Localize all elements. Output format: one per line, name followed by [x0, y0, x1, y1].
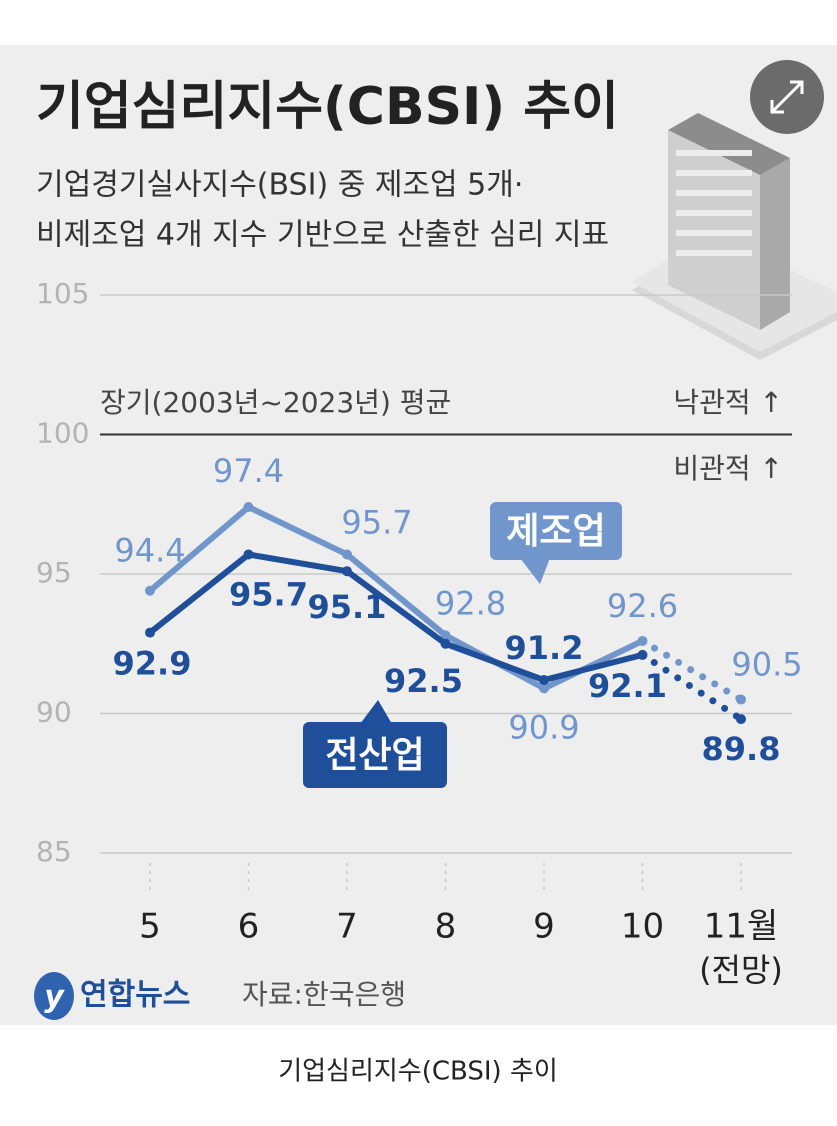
- point: [243, 502, 254, 513]
- y-tick-label: 105: [36, 277, 89, 310]
- legend-pointer: [360, 700, 392, 724]
- legend-item: 전산업: [303, 700, 447, 788]
- logo: 연합뉴스: [80, 978, 190, 1013]
- value-label: 90.5: [731, 646, 802, 684]
- x-tick-label: 10: [621, 907, 664, 947]
- value-label: 95.1: [308, 588, 387, 626]
- point: [637, 635, 648, 646]
- value-label: 95.7: [229, 575, 308, 613]
- point: [637, 649, 648, 660]
- x-tick-note: (전망): [699, 951, 783, 989]
- chart-title: 기업심리지수(CBSI) 추이: [36, 77, 619, 137]
- x-tick-label: 7: [336, 907, 358, 947]
- value-label: 91.2: [505, 629, 584, 667]
- y-tick-label: 95: [36, 556, 72, 589]
- value-label: 92.8: [435, 584, 506, 622]
- caption: 기업심리지수(CBSI) 추이: [278, 1057, 558, 1087]
- optimistic-label: 낙관적 ↑: [673, 386, 783, 419]
- point: [145, 585, 155, 596]
- x-tick-label: 5: [139, 907, 161, 947]
- source: 자료:한국은행: [242, 978, 406, 1011]
- y-tick-label: 85: [36, 835, 72, 868]
- legend-pointer: [520, 558, 550, 584]
- y-tick-label: 100: [36, 417, 89, 450]
- pessimistic-label: 비관적 ↑: [673, 452, 783, 485]
- point: [736, 694, 746, 705]
- value-label: 92.6: [607, 587, 678, 625]
- x-tick-label: 9: [533, 907, 555, 947]
- series-line: [148, 551, 644, 684]
- series: 94.4 97.4 95.7 92.8 90.9 92.6 90.5: [114, 452, 802, 746]
- value-label: 95.7: [341, 503, 412, 541]
- value-label: 97.4: [213, 452, 284, 490]
- point: [539, 683, 549, 694]
- legend-box: [303, 722, 447, 788]
- series-line: [148, 504, 644, 692]
- value-label: 92.1: [588, 667, 667, 705]
- legend-label: 전산업: [325, 735, 424, 776]
- subtitle: 비제조업 4개 지수 기반으로 산출한 심리 지표: [36, 218, 609, 253]
- building-illustration: [632, 113, 837, 360]
- subtitle: 기업경기실사지수(BSI) 중 제조업 5개·: [36, 168, 523, 203]
- point: [145, 627, 155, 638]
- legend-label: 제조업: [506, 511, 605, 552]
- point: [243, 549, 254, 560]
- x-tick-label: 6: [238, 907, 260, 947]
- y-tick-label: 90: [36, 696, 72, 729]
- x-tick-label: 8: [435, 907, 457, 947]
- svg-text:y: y: [44, 980, 65, 1015]
- point: [736, 714, 746, 725]
- series: 92.9 95.7 95.1 92.5 91.292.1 89.8: [113, 549, 781, 768]
- logo-icon: y: [34, 972, 74, 1020]
- point: [440, 638, 451, 649]
- expand-button[interactable]: [750, 60, 824, 134]
- point: [342, 566, 352, 577]
- point: [440, 630, 451, 641]
- value-label: 90.9: [508, 708, 579, 746]
- value-label: 92.5: [384, 662, 463, 700]
- legend-item: 제조업: [490, 502, 622, 584]
- x-tick-label: 11월: [704, 907, 779, 947]
- point: [342, 549, 352, 560]
- value-label: 89.8: [702, 730, 781, 768]
- legend-box: [490, 502, 622, 560]
- forecast-line: [639, 637, 745, 704]
- reference-label: 장기(2003년~2023년) 평균: [100, 386, 451, 419]
- value-label: 94.4: [114, 532, 185, 570]
- forecast-line: [639, 651, 745, 723]
- value-label: 92.9: [113, 645, 192, 683]
- point: [539, 675, 549, 686]
